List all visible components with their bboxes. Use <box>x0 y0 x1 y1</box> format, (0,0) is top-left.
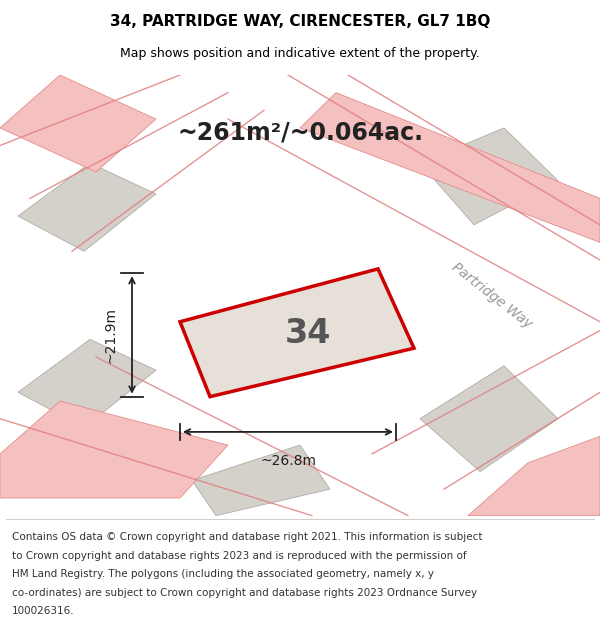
Polygon shape <box>0 75 156 172</box>
Text: 34, PARTRIDGE WAY, CIRENCESTER, GL7 1BQ: 34, PARTRIDGE WAY, CIRENCESTER, GL7 1BQ <box>110 14 490 29</box>
Text: ~26.8m: ~26.8m <box>260 454 316 468</box>
Polygon shape <box>420 366 558 471</box>
Polygon shape <box>0 401 228 498</box>
Polygon shape <box>180 269 414 397</box>
Text: 34: 34 <box>284 318 331 351</box>
Polygon shape <box>468 436 600 516</box>
Text: Map shows position and indicative extent of the property.: Map shows position and indicative extent… <box>120 48 480 61</box>
Polygon shape <box>420 128 558 225</box>
Text: 100026316.: 100026316. <box>12 606 74 616</box>
Text: to Crown copyright and database rights 2023 and is reproduced with the permissio: to Crown copyright and database rights 2… <box>12 551 467 561</box>
Polygon shape <box>192 445 330 516</box>
Polygon shape <box>300 92 600 242</box>
Text: Partridge Way: Partridge Way <box>449 259 535 331</box>
Text: ~21.9m: ~21.9m <box>103 307 117 363</box>
Text: HM Land Registry. The polygons (including the associated geometry, namely x, y: HM Land Registry. The polygons (includin… <box>12 569 434 579</box>
Polygon shape <box>18 339 156 428</box>
Polygon shape <box>18 163 156 251</box>
Text: ~261m²/~0.064ac.: ~261m²/~0.064ac. <box>177 120 423 144</box>
Text: co-ordinates) are subject to Crown copyright and database rights 2023 Ordnance S: co-ordinates) are subject to Crown copyr… <box>12 588 477 598</box>
Text: Contains OS data © Crown copyright and database right 2021. This information is : Contains OS data © Crown copyright and d… <box>12 532 482 542</box>
